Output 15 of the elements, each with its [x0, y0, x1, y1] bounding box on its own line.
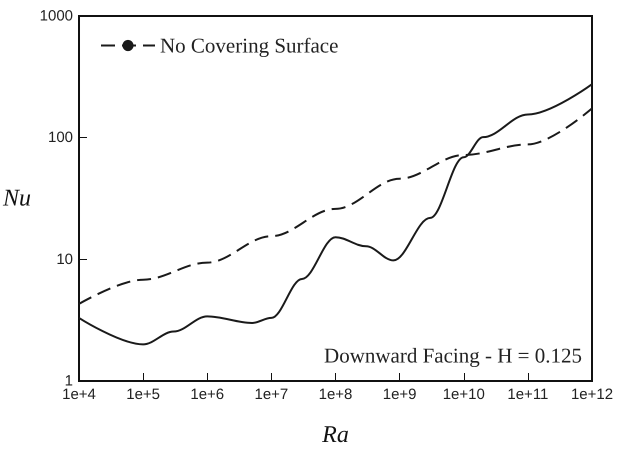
legend-label: No Covering Surface	[160, 34, 338, 58]
x-tick-label: 1e+6	[190, 386, 224, 403]
x-tick-label: 1e+8	[318, 386, 352, 403]
y-tick-label: 1000	[40, 8, 74, 24]
x-axis-title: Ra	[321, 422, 349, 448]
x-tick-label: 1e+7	[254, 386, 288, 403]
x-tick-label: 1e+12	[570, 386, 614, 403]
annotation: Downward Facing - H = 0.125	[324, 344, 582, 368]
y-axis-title: Nu	[2, 186, 32, 212]
x-tick-label: 1e+11	[507, 386, 548, 403]
x-tick-label: 1e+9	[382, 386, 417, 403]
x-tick-label: 1e+10	[442, 386, 485, 403]
x-tick-label: 1e+5	[126, 386, 160, 403]
y-tick-label: 100	[48, 129, 74, 146]
y-tick-label: 10	[56, 250, 74, 268]
